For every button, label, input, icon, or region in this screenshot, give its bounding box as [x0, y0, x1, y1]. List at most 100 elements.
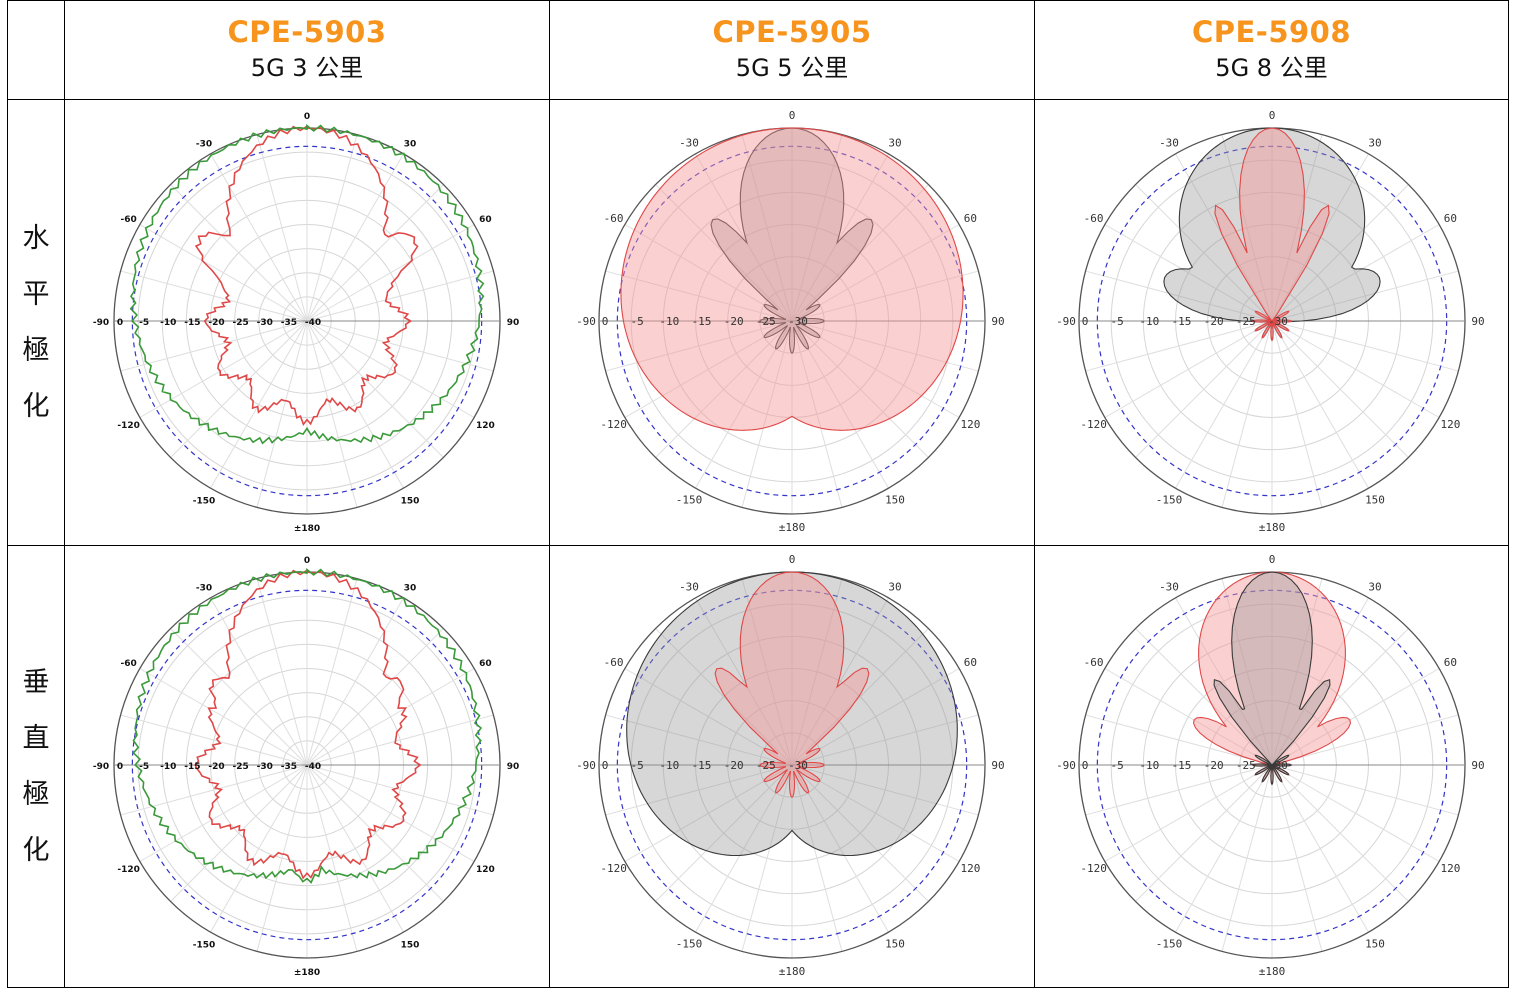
angle-tick-label: 0	[1268, 553, 1275, 566]
grid-spoke	[306, 183, 444, 321]
radial-tick-label: -40	[305, 762, 321, 772]
angle-tick-label: -30	[196, 583, 212, 593]
grid-spoke	[1104, 320, 1272, 418]
radial-labels: 0 -5 -10 -15 -20 -25 -30 -35 -40	[117, 762, 321, 772]
angle-tick-label: 60	[964, 656, 977, 669]
polar-chart-cpe-5908-vertical: 0 30 60 90 120 150 ±180 -150 -120 -90 -60 -30 0 -5 -10…	[1056, 553, 1485, 978]
grid-spoke	[1271, 133, 1322, 321]
chart-cell: 0 30 60 90 120 150 ±180 -150 -120 -90 -60 -30 0 -5 -10…	[549, 99, 1035, 546]
grid-spoke	[1221, 133, 1272, 321]
angle-tick-label: 30	[404, 583, 417, 593]
grid-spoke	[1174, 320, 1272, 488]
radial-tick-label: -15	[692, 315, 712, 328]
angle-tick-label: ±180	[779, 521, 806, 534]
polar-grid	[1077, 570, 1466, 959]
angle-tick-label: 90	[507, 762, 520, 772]
angle-tick-label: -30	[679, 136, 699, 149]
angle-tick-label: 0	[789, 109, 796, 122]
grid-spoke	[1271, 320, 1459, 371]
radial-tick-label: -25	[756, 315, 776, 328]
angle-tick-label: 0	[1268, 109, 1275, 122]
grid-spoke	[256, 133, 308, 321]
angle-tick-label: -120	[117, 865, 140, 875]
model-range: 5G 3 公里	[250, 54, 364, 82]
grid-spoke	[791, 764, 929, 902]
grid-spoke	[695, 597, 793, 765]
angle-tick-label: 150	[401, 496, 420, 506]
angle-tick-label: -60	[604, 656, 624, 669]
radial-tick-label: 0	[1081, 315, 1088, 328]
angle-tick-label: 0	[304, 556, 310, 566]
angle-tick-label: 0	[304, 112, 310, 122]
row-label-char: 化	[22, 834, 50, 866]
radial-tick-label: -25	[232, 762, 248, 772]
angle-tick-label: -150	[676, 937, 703, 950]
model-name: CPE-5908	[1191, 15, 1352, 49]
grid-spoke	[210, 320, 308, 488]
radial-tick-label: -20	[724, 759, 744, 772]
radial-tick-label: 0	[602, 315, 609, 328]
grid-spoke	[306, 320, 444, 458]
grid-spoke	[791, 320, 929, 458]
series-red-pattern	[714, 570, 870, 798]
row-label-char: 平	[22, 278, 50, 310]
angle-tick-label: -120	[1080, 418, 1107, 431]
vertical-polarization-row: 垂 直 極 化 0 30 60 90 120 150 ±180 -150 -120 -90 -60-…	[7, 545, 1509, 988]
radial-tick-label: -30	[1268, 759, 1288, 772]
grid-spoke	[306, 667, 475, 765]
angle-tick-label: -120	[117, 421, 140, 431]
chart-cell: 0 30 60 90 120 150 ±180 -150 -120 -90 -60 -30 0 -5 -10…	[1034, 99, 1509, 546]
radial-tick-label: 0	[117, 762, 123, 772]
radial-tick-label: -20	[208, 318, 224, 328]
header-cell-cpe-5908: CPE-5908 5G 8 公里	[1034, 0, 1509, 100]
polar-chart-cpe-5903-horizontal: 0 30 60 90 120 150 ±180 -150 -120 -90 -60 -30 0 -5 -10…	[93, 112, 519, 534]
angle-tick-label: ±180	[294, 968, 320, 978]
angle-tick-label: -60	[120, 659, 136, 669]
chart-cell: 0 30 60 90 120 150 ±180 -150 -120 -90 -60 -30 0 -5 -10…	[64, 545, 550, 988]
grid-spoke	[306, 764, 444, 902]
angle-tick-label: -150	[1155, 937, 1182, 950]
angle-tick-label: -150	[193, 940, 216, 950]
grid-spoke	[1271, 764, 1409, 902]
angle-tick-label: 150	[1365, 493, 1385, 506]
grid-spoke	[791, 320, 979, 371]
grid-spoke	[791, 597, 889, 765]
radial-tick-label: -5	[631, 315, 644, 328]
radial-tick-label: -10	[1139, 759, 1159, 772]
angle-tick-label: 60	[964, 212, 977, 225]
grid-spoke	[1084, 714, 1272, 765]
angle-tick-label: -120	[1080, 862, 1107, 875]
grid-spoke	[306, 320, 475, 418]
radial-tick-label: -5	[1110, 315, 1123, 328]
grid-spoke	[306, 133, 358, 321]
angle-tick-label: 120	[960, 418, 980, 431]
radial-tick-label: -30	[257, 318, 273, 328]
antenna-comparison-table: CPE-5903 5G 3 公里 CPE-5905 5G 5 公里 CPE-59…	[7, 0, 1509, 988]
angle-tick-label: 120	[476, 421, 495, 431]
polar-chart-cpe-5908-horizontal: 0 30 60 90 120 150 ±180 -150 -120 -90 -60 -30 0 -5 -10…	[1056, 109, 1485, 534]
grid-spoke	[741, 764, 793, 952]
angle-tick-label: -60	[1083, 656, 1103, 669]
grid-spoke	[120, 270, 308, 321]
grid-spoke	[1271, 320, 1439, 418]
grid-spoke	[139, 667, 308, 765]
row-label-char: 化	[22, 390, 50, 422]
grid-spoke	[139, 320, 308, 418]
grid-spoke	[1134, 183, 1272, 321]
grid-spoke	[791, 764, 979, 815]
radial-tick-label: -30	[257, 762, 273, 772]
grid-spoke	[655, 627, 793, 765]
grid-spoke	[170, 764, 308, 902]
radial-tick-label: -15	[184, 762, 200, 772]
grid-spoke	[791, 577, 843, 765]
grid-spoke	[256, 577, 308, 765]
radial-labels: 0 -5 -10 -15 -20 -25 -30	[602, 315, 808, 328]
horizontal-polarization-row: 水 平 極 化 0 30 60 90 120 150 ±180 -150 -120 -90 -60-…	[7, 99, 1509, 546]
angle-tick-label: -120	[600, 418, 627, 431]
series-red-pattern	[194, 568, 422, 880]
angle-tick-label: ±180	[294, 524, 320, 534]
radial-tick-label: -15	[1171, 759, 1191, 772]
angle-tick-label: 30	[404, 139, 417, 149]
angle-tick-label: 90	[1471, 315, 1484, 328]
angle-tick-label: -60	[120, 215, 136, 225]
